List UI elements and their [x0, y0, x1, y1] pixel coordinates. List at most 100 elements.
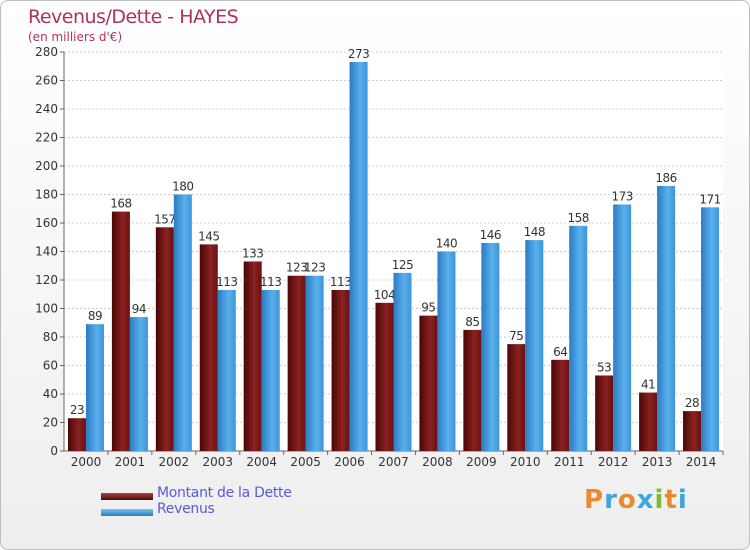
bar-revenus — [261, 289, 280, 451]
y-tick-label: 0 — [50, 444, 58, 458]
data-label: 94 — [132, 302, 146, 316]
bar-dette — [287, 275, 306, 451]
data-label: 133 — [242, 246, 263, 260]
data-label: 157 — [154, 212, 175, 226]
x-tick-label: 2000 — [71, 455, 102, 469]
data-label: 168 — [110, 197, 131, 211]
bar-revenus — [569, 225, 588, 451]
y-tick-label: 200 — [35, 159, 58, 173]
bar-revenus — [393, 272, 412, 451]
bar-dette — [111, 211, 130, 451]
x-tick-label: 2011 — [554, 455, 585, 469]
y-tick-label: 220 — [35, 131, 58, 145]
data-label: 123 — [304, 261, 325, 275]
y-tick-label: 80 — [43, 330, 58, 344]
y-tick-label: 160 — [35, 216, 58, 230]
legend-swatch-dette — [101, 493, 153, 500]
data-label: 41 — [641, 378, 655, 392]
bar-dette — [639, 392, 658, 451]
data-label: 64 — [553, 345, 567, 359]
bar-revenus — [613, 204, 632, 451]
data-label: 148 — [524, 225, 545, 239]
x-tick-label: 2009 — [466, 455, 497, 469]
data-label: 113 — [330, 275, 351, 289]
data-label: 113 — [216, 275, 237, 289]
bar-revenus — [129, 317, 148, 451]
bar-dette — [375, 302, 394, 451]
bar-dette — [331, 289, 350, 451]
data-label: 180 — [172, 180, 193, 194]
bar-revenus — [85, 324, 104, 451]
bar-revenus — [701, 207, 720, 451]
bar-revenus — [481, 242, 500, 451]
bar-dette — [595, 375, 614, 451]
data-label: 173 — [611, 189, 632, 203]
x-tick-label: 2002 — [159, 455, 190, 469]
bar-revenus — [173, 194, 192, 451]
bar-dette — [67, 418, 86, 451]
bar-dette — [507, 344, 526, 451]
x-tick-label: 2012 — [598, 455, 629, 469]
chart-subtitle: (en milliers d'€) — [28, 30, 123, 44]
x-tick-label: 2001 — [115, 455, 146, 469]
data-label: 123 — [286, 261, 307, 275]
bar-revenus — [217, 289, 236, 451]
legend-label-dette: Montant de la Dette — [157, 485, 292, 501]
chart-title: Revenus/Dette - HAYES — [28, 6, 239, 28]
y-tick-label: 280 — [35, 45, 58, 59]
legend-swatch-revenus — [101, 509, 153, 516]
bar-revenus — [305, 275, 324, 451]
bar-dette — [551, 359, 570, 451]
data-label: 89 — [88, 309, 102, 323]
y-tick-label: 100 — [35, 302, 58, 316]
legend-label-revenus: Revenus — [157, 501, 215, 517]
data-label: 140 — [436, 237, 457, 251]
bar-dette — [155, 227, 174, 451]
y-tick-label: 20 — [43, 416, 58, 430]
x-tick-label: 2004 — [246, 455, 277, 469]
data-label: 113 — [260, 275, 281, 289]
bar-revenus — [525, 240, 544, 451]
logo-letter: P — [584, 485, 605, 515]
data-label: 28 — [685, 396, 699, 410]
data-label: 186 — [655, 171, 676, 185]
data-label: 85 — [465, 315, 479, 329]
y-tick-label: 180 — [35, 188, 58, 202]
y-tick-label: 60 — [43, 359, 58, 373]
bar-dette — [683, 411, 702, 451]
x-tick-label: 2005 — [290, 455, 321, 469]
data-label: 171 — [699, 192, 720, 206]
logo-letter: o — [617, 485, 637, 515]
data-label: 158 — [568, 211, 589, 225]
bar-dette — [243, 261, 262, 451]
y-tick-label: 40 — [43, 387, 58, 401]
logo-letter: t — [664, 485, 678, 515]
data-label: 95 — [421, 301, 435, 315]
x-tick-label: 2008 — [422, 455, 453, 469]
data-label: 146 — [480, 228, 501, 242]
bar-revenus — [349, 61, 368, 451]
logo-letter: i — [677, 485, 688, 515]
logo-letter: r — [604, 485, 618, 515]
y-tick-label: 240 — [35, 102, 58, 116]
data-label: 145 — [198, 229, 219, 243]
bar-revenus — [657, 185, 676, 451]
y-tick-label: 260 — [35, 74, 58, 88]
x-tick-label: 2007 — [378, 455, 409, 469]
data-label: 75 — [509, 329, 523, 343]
bar-dette — [463, 329, 482, 451]
logo-letter: x — [636, 485, 655, 515]
x-tick-label: 2010 — [510, 455, 541, 469]
y-tick-label: 140 — [35, 245, 58, 259]
logo-letter: i — [654, 485, 665, 515]
data-label: 53 — [597, 360, 611, 374]
data-label: 273 — [348, 47, 369, 61]
x-tick-label: 2006 — [334, 455, 365, 469]
x-tick-label: 2013 — [642, 455, 673, 469]
x-tick-label: 2014 — [686, 455, 717, 469]
data-label: 23 — [70, 403, 84, 417]
data-label: 125 — [392, 258, 413, 272]
proxiti-logo: Proxiti — [584, 485, 688, 515]
